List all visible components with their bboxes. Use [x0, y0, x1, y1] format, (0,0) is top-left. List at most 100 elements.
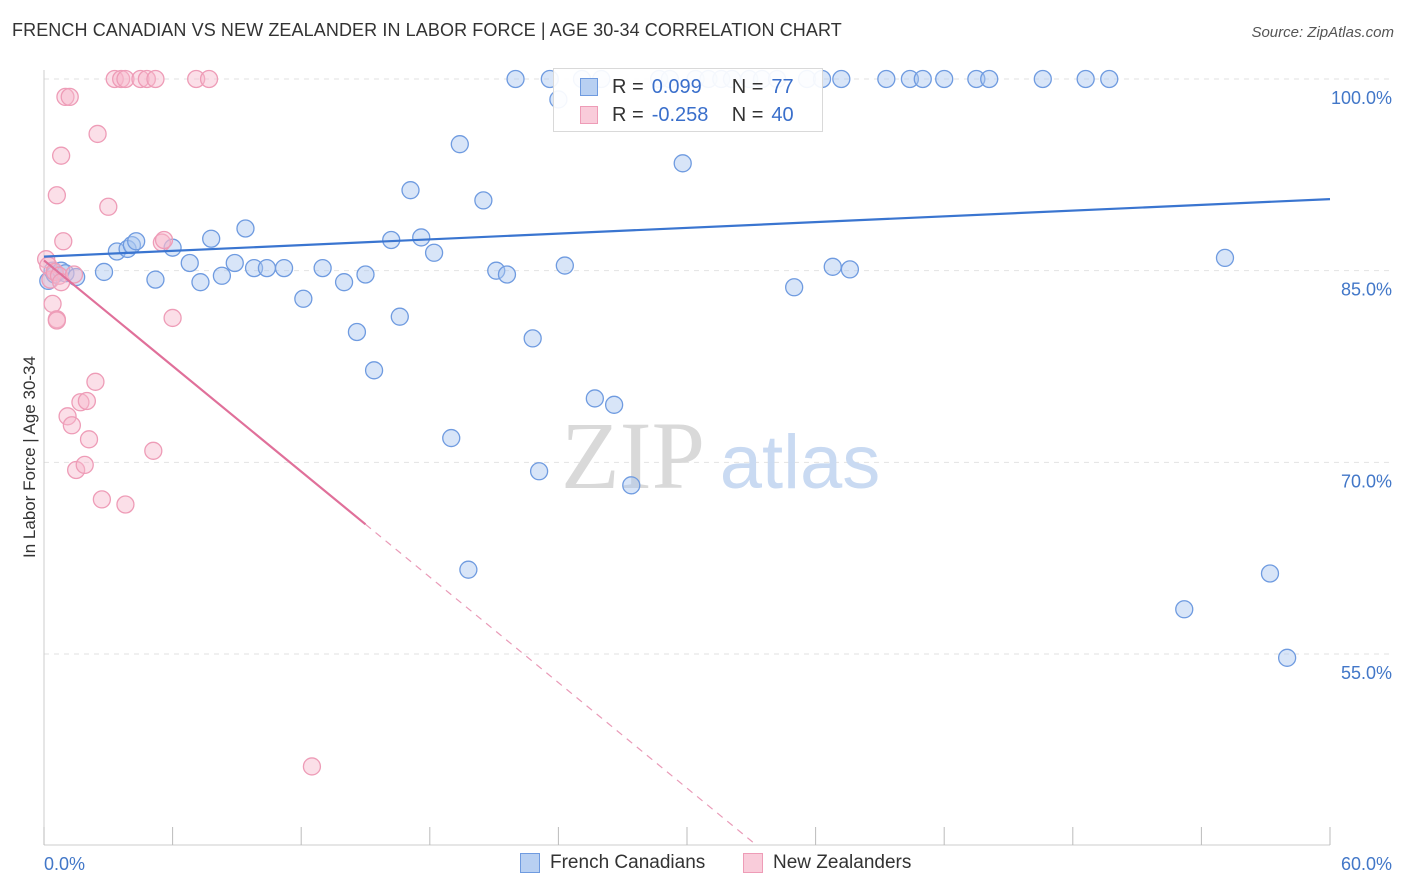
point-french-canadian	[94, 262, 114, 282]
point-french-canadian	[1033, 69, 1052, 89]
legend-swatch-pink	[580, 106, 598, 124]
point-new-zealander	[67, 460, 86, 480]
point-french-canadian	[191, 273, 210, 292]
legend-r-label: R =	[612, 103, 644, 126]
point-french-canadian	[935, 69, 954, 89]
legend-r-value: -0.258	[651, 103, 709, 126]
x-tick-label: 0.0%	[44, 854, 85, 874]
grid-layer	[44, 78, 1394, 655]
point-new-zealander	[199, 69, 219, 89]
point-french-canadian	[442, 428, 461, 448]
legend-r-value: 0.099	[651, 75, 702, 98]
point-french-canadian	[913, 69, 932, 89]
point-new-zealander	[79, 430, 99, 449]
point-new-zealander	[154, 230, 174, 250]
point-new-zealander	[64, 265, 84, 284]
stats-legend-row-new-zealanders: R = -0.258 N = 40	[554, 101, 794, 129]
point-new-zealander	[116, 69, 135, 89]
point-new-zealander	[62, 416, 82, 435]
point-new-zealander	[146, 69, 165, 89]
point-french-canadian	[127, 232, 146, 251]
point-french-canadian	[604, 395, 624, 414]
point-new-zealander	[99, 197, 118, 216]
source-label: Source: ZipAtlas.com	[1251, 24, 1394, 41]
series-legend: French Canadians New Zealanders	[0, 852, 1406, 876]
legend-item-french-canadians: French Canadians	[520, 852, 705, 874]
point-french-canadian	[474, 191, 493, 210]
point-new-zealander	[71, 393, 90, 412]
legend-swatch-french-canadians	[520, 853, 540, 873]
y-tick-label: 70.0%	[1341, 471, 1392, 491]
point-new-zealander	[54, 232, 73, 251]
trend-line-new-zealanders-extension	[365, 523, 758, 847]
point-french-canadian	[622, 476, 641, 495]
point-french-canadian	[1215, 248, 1235, 268]
point-french-canadian	[212, 266, 232, 285]
point-french-canadian	[459, 560, 478, 579]
x-tick-label: 60.0%	[1341, 854, 1392, 874]
point-new-zealander	[302, 757, 322, 776]
point-french-canadian	[274, 258, 294, 278]
point-french-canadian	[1175, 600, 1194, 619]
point-new-zealander	[92, 490, 112, 509]
point-french-canadian	[146, 270, 165, 289]
point-french-canadian	[364, 361, 384, 380]
legend-item-new-zealanders: New Zealanders	[743, 852, 911, 874]
point-french-canadian	[877, 69, 896, 89]
y-tick-label: 85.0%	[1341, 280, 1392, 300]
point-french-canadian	[785, 278, 804, 297]
stats-legend: R = 0.099 N = 77 R = -0.258 N = 40	[553, 68, 823, 132]
point-new-zealander	[144, 441, 163, 460]
point-french-canadian	[832, 69, 851, 89]
point-french-canadian	[202, 229, 221, 248]
point-french-canadian	[497, 265, 517, 284]
legend-swatch-new-zealanders	[743, 853, 763, 873]
point-new-zealander	[43, 294, 62, 314]
label-layer: 55.0% 70.0% 85.0% 100.0% 0.0% 60.0% In Labor F…	[20, 88, 1392, 874]
point-french-canadian	[334, 273, 354, 292]
y-tick-label: 55.0%	[1341, 663, 1392, 683]
point-new-zealander	[58, 407, 77, 426]
legend-n-label: N =	[731, 75, 764, 98]
chart-title: FRENCH CANADIAN VS NEW ZEALANDER IN LABO…	[12, 20, 842, 40]
point-french-canadian	[585, 389, 604, 408]
point-new-zealander	[131, 69, 150, 89]
point-french-canadian	[900, 69, 920, 89]
point-french-canadian	[294, 289, 313, 308]
watermark: ZIP atlas	[561, 402, 880, 509]
point-french-canadian	[244, 258, 264, 278]
trend-line-new-zealanders	[43, 259, 367, 526]
point-new-zealander	[60, 87, 79, 107]
point-french-canadian	[401, 181, 420, 200]
point-french-canadian	[487, 261, 506, 280]
point-new-zealander	[112, 69, 131, 89]
point-new-zealander	[77, 391, 97, 411]
legend-n-value: 40	[771, 103, 794, 126]
point-new-zealander	[47, 311, 67, 330]
point-french-canadian	[347, 322, 367, 342]
point-french-canadian	[424, 243, 444, 262]
point-french-canadian	[257, 258, 277, 278]
point-new-zealander	[56, 87, 75, 107]
point-french-canadian	[506, 69, 525, 89]
point-new-zealander	[88, 124, 107, 144]
watermark-zip: ZIP	[561, 402, 705, 509]
legend-label-new-zealanders: New Zealanders	[773, 852, 912, 873]
point-new-zealander	[116, 495, 135, 514]
point-new-zealander	[187, 69, 206, 89]
point-french-canadian	[980, 69, 999, 89]
axis-layer	[43, 70, 1331, 846]
point-new-zealander	[86, 372, 105, 391]
point-french-canadian	[1277, 648, 1297, 667]
point-french-canadian	[356, 265, 375, 284]
legend-swatch-blue	[580, 78, 598, 96]
point-french-canadian	[673, 154, 692, 173]
point-french-canadian	[523, 329, 542, 348]
point-new-zealander	[47, 186, 67, 205]
trend-line-french-canadians	[43, 198, 1331, 258]
point-french-canadian	[412, 228, 431, 247]
legend-label-french-canadians: French Canadians	[550, 852, 706, 873]
point-new-zealander	[51, 146, 71, 165]
point-new-zealander	[163, 308, 182, 328]
point-french-canadian	[529, 462, 549, 481]
